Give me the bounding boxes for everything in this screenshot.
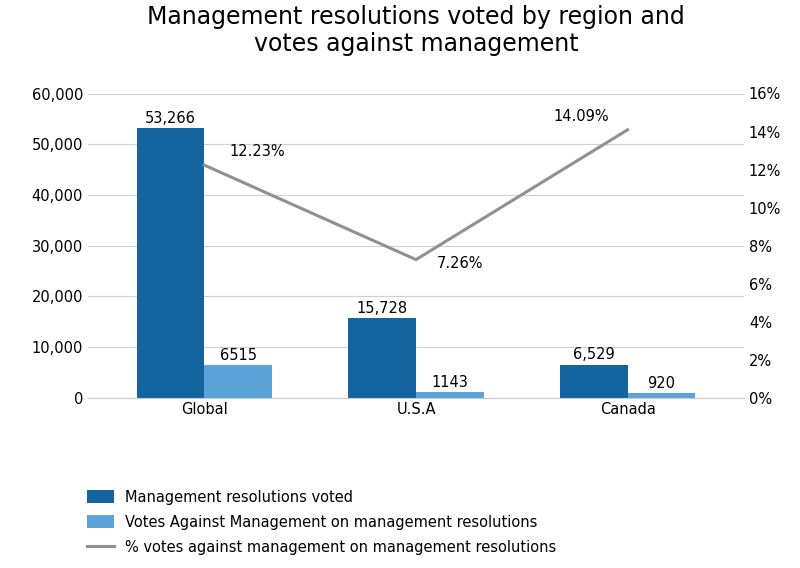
Text: 14.09%: 14.09% [554,109,609,124]
Title: Management resolutions voted by region and
votes against management: Management resolutions voted by region a… [147,5,685,56]
Text: 6515: 6515 [220,348,257,362]
Bar [560,365,628,398]
Text: 1143: 1143 [431,375,468,390]
Text: 53,266: 53,266 [145,111,196,126]
Bar [348,318,416,398]
Bar [628,393,695,398]
Legend: Management resolutions voted, Votes Against Management on management resolutions: Management resolutions voted, Votes Agai… [87,490,557,555]
Bar [416,392,484,398]
Text: 15,728: 15,728 [357,301,408,316]
Text: 12.23%: 12.23% [230,144,286,160]
Bar [204,365,272,398]
Text: 6,529: 6,529 [573,348,614,362]
Bar [137,128,204,398]
Text: 920: 920 [647,376,675,391]
Text: 7.26%: 7.26% [437,256,484,271]
